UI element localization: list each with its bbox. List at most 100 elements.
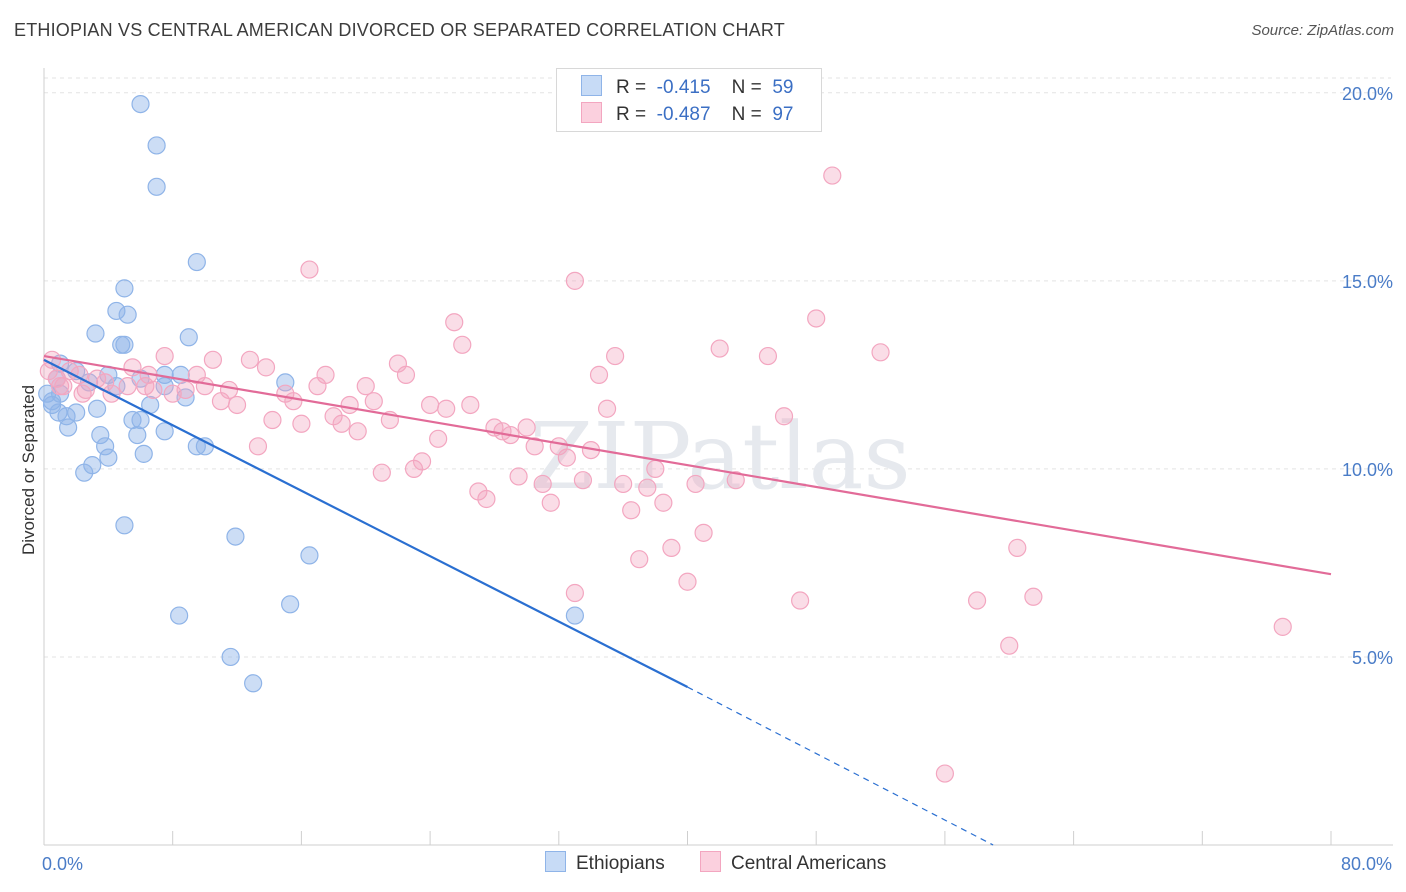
data-point xyxy=(50,377,70,396)
data-point xyxy=(170,606,189,625)
data-point xyxy=(155,422,174,441)
data-point xyxy=(606,346,625,366)
data-point xyxy=(565,583,584,603)
bottom-legend-central-americans: Central Americans xyxy=(700,851,886,875)
data-point xyxy=(348,422,367,441)
data-point xyxy=(203,350,223,369)
legend-n-label: N = xyxy=(731,77,762,98)
data-point xyxy=(871,343,890,362)
data-point xyxy=(73,384,92,403)
data-point xyxy=(147,136,166,155)
data-point xyxy=(437,399,456,418)
legend-r-value: -0.415 xyxy=(656,77,711,98)
data-point xyxy=(123,358,142,377)
data-point xyxy=(316,365,335,384)
data-point xyxy=(356,377,375,396)
data-point xyxy=(115,516,134,535)
trend-line xyxy=(43,358,688,689)
data-point xyxy=(758,346,778,366)
data-point xyxy=(115,279,134,298)
source-label: Source: ZipAtlas.com xyxy=(1251,22,1394,39)
data-point xyxy=(509,467,528,486)
data-point xyxy=(86,324,105,343)
x-tick-label: 0.0% xyxy=(42,854,83,874)
legend-row-ethiopians: R = -0.415 N = 59 xyxy=(581,75,793,99)
data-point xyxy=(396,365,416,384)
data-point xyxy=(662,538,681,557)
trend-lines xyxy=(43,354,1332,846)
data-point xyxy=(75,463,94,482)
x-tick-label: 80.0% xyxy=(1341,854,1392,874)
data-point xyxy=(726,471,745,490)
data-point xyxy=(1024,587,1043,606)
data-point xyxy=(195,377,214,396)
data-point xyxy=(477,489,496,509)
data-point xyxy=(284,392,303,411)
data-point xyxy=(654,493,673,512)
data-point xyxy=(565,606,584,625)
data-point xyxy=(525,437,544,456)
axes xyxy=(43,68,1393,846)
data-point xyxy=(1008,538,1027,557)
stats-legend: R = -0.415 N = 59 R = -0.487 N = 97 xyxy=(556,68,822,132)
y-tick-label: 10.0% xyxy=(1342,460,1393,480)
legend-n-value: 59 xyxy=(772,77,794,98)
data-point xyxy=(1000,636,1019,655)
data-point xyxy=(614,474,633,494)
data-point xyxy=(565,271,584,290)
data-point xyxy=(87,399,107,418)
data-point xyxy=(678,572,697,591)
data-point xyxy=(597,399,617,418)
legend-r-label: R = xyxy=(616,104,647,125)
data-point xyxy=(187,252,206,272)
data-point xyxy=(155,346,174,366)
data-point xyxy=(340,395,359,415)
data-point xyxy=(244,674,263,693)
bottom-swatch-ethiopians xyxy=(545,851,566,872)
data-point xyxy=(935,764,955,783)
data-point xyxy=(221,647,240,667)
legend-swatch-central-americans xyxy=(581,102,602,123)
data-point xyxy=(791,591,810,610)
trend-line xyxy=(43,354,1332,576)
data-point xyxy=(57,407,76,426)
bottom-legend-label: Central Americans xyxy=(731,853,887,874)
data-point xyxy=(461,395,480,415)
data-point xyxy=(630,550,649,569)
data-point xyxy=(364,392,383,411)
data-point xyxy=(96,437,115,456)
data-point xyxy=(517,418,536,437)
data-point xyxy=(227,395,247,415)
data-point xyxy=(131,410,150,430)
data-point xyxy=(136,377,155,396)
data-point xyxy=(195,437,214,456)
data-point xyxy=(292,414,311,433)
data-point xyxy=(429,429,448,448)
data-point xyxy=(421,395,440,415)
y-tick-label: 5.0% xyxy=(1352,648,1393,668)
data-point xyxy=(372,463,391,482)
data-point xyxy=(445,313,464,332)
data-point xyxy=(541,493,560,512)
data-point xyxy=(646,459,665,479)
y-tick-label: 15.0% xyxy=(1342,272,1393,292)
data-point xyxy=(240,350,260,369)
legend-n-value: 97 xyxy=(772,104,794,125)
data-point xyxy=(134,444,153,463)
legend-n-label: N = xyxy=(731,104,762,125)
data-point xyxy=(67,403,86,422)
data-point xyxy=(774,407,794,426)
data-point xyxy=(59,418,78,437)
data-point xyxy=(118,305,137,324)
data-point xyxy=(589,365,609,384)
data-point xyxy=(256,358,276,377)
data-point xyxy=(112,335,131,354)
data-point xyxy=(807,309,826,328)
data-point xyxy=(823,166,842,185)
data-point xyxy=(263,410,282,430)
data-point xyxy=(557,448,576,467)
data-point xyxy=(300,546,319,565)
data-point xyxy=(412,452,432,471)
data-point xyxy=(622,501,641,520)
